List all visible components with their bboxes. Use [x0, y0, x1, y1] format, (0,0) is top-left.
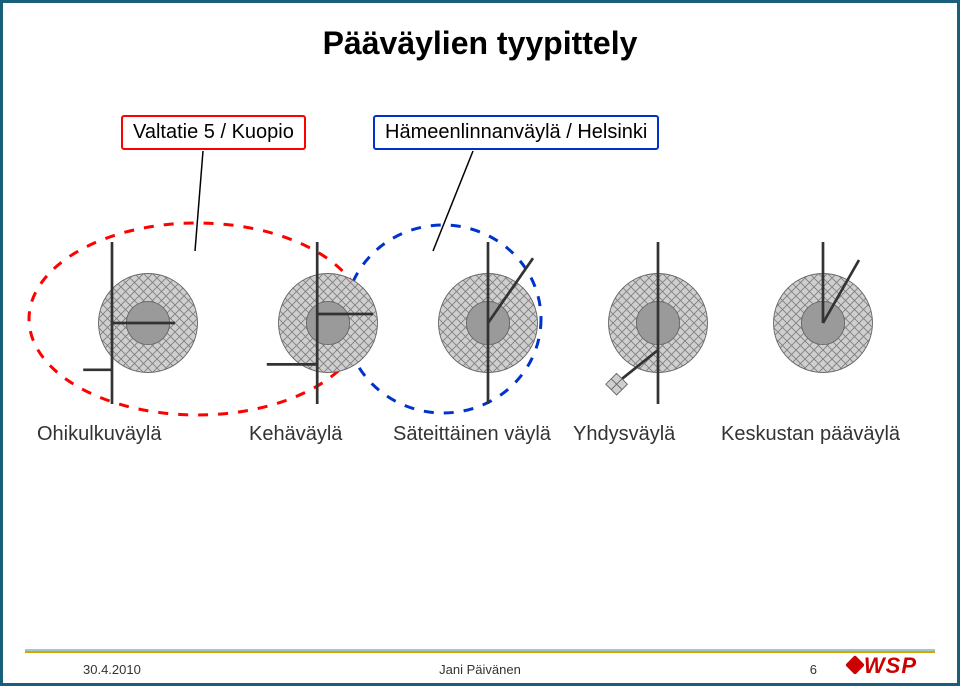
diagram-keskustan — [733, 233, 913, 413]
caption-sateittainen: Säteittäinen väylä — [393, 423, 551, 446]
logo-text: WSP — [864, 653, 917, 678]
footer-rule — [25, 649, 935, 653]
callout-valtatie: Valtatie 5 / Kuopio — [121, 115, 306, 150]
diagram-ohikulkuvayla — [58, 233, 238, 413]
diagram-kehavayla — [238, 233, 418, 413]
footer-author: Jani Päivänen — [439, 662, 521, 677]
logo-mark-icon — [845, 655, 865, 675]
diagram-sateittainen — [398, 233, 578, 413]
wsp-logo: WSP — [848, 653, 917, 679]
caption-yhdysvayla: Yhdysväylä — [573, 423, 675, 446]
caption-ohikulkuvayla: Ohikulkuväylä — [37, 423, 162, 446]
footer-page: 6 — [810, 662, 817, 677]
slide: Pääväylien tyypittely Valtatie 5 / Kuopi… — [0, 0, 960, 686]
diagram-yhdysvayla — [568, 233, 748, 413]
slide-title: Pääväylien tyypittely — [323, 25, 638, 62]
caption-keskustan: Keskustan pääväylä — [721, 423, 900, 446]
footer: 30.4.2010 Jani Päivänen 6 WSP — [3, 649, 957, 683]
footer-date: 30.4.2010 — [83, 662, 141, 677]
caption-kehavayla: Kehäväylä — [249, 423, 342, 446]
callout-hameenlinnan: Hämeenlinnanväylä / Helsinki — [373, 115, 659, 150]
